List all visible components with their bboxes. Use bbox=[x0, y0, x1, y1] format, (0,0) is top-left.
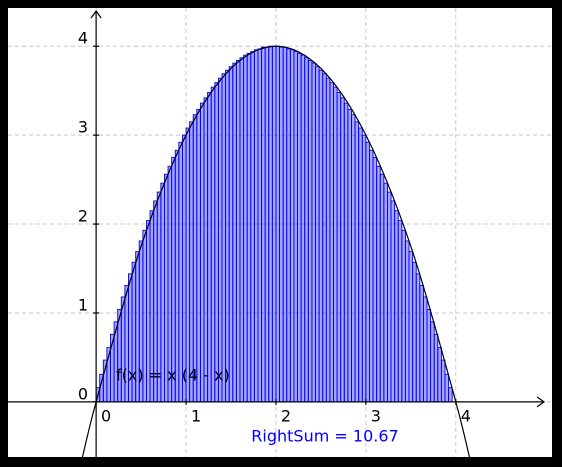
function-curve bbox=[81, 45, 471, 457]
sum-rectangle bbox=[448, 387, 453, 403]
curve-layer bbox=[81, 45, 471, 457]
sum-rectangle bbox=[207, 92, 212, 403]
sum-rectangle bbox=[426, 308, 432, 403]
sum-rectangle bbox=[315, 66, 320, 403]
x-tick-label: 4 bbox=[461, 406, 471, 425]
sum-rectangle bbox=[174, 149, 180, 403]
sum-rectangle bbox=[239, 57, 245, 403]
sum-rectangle bbox=[379, 173, 385, 403]
sum-rectangle bbox=[311, 62, 316, 403]
y-tick-label: 2 bbox=[78, 207, 88, 226]
x-tick-label: 2 bbox=[281, 406, 291, 425]
sum-label: RightSum = 10.67 bbox=[251, 427, 398, 446]
sum-rectangle bbox=[336, 92, 342, 403]
sum-rectangle bbox=[404, 240, 410, 403]
sum-rectangle bbox=[228, 66, 234, 403]
x-tick-label: 0 bbox=[101, 406, 111, 425]
x-tick-label: 3 bbox=[371, 406, 381, 425]
sum-rectangle bbox=[422, 296, 428, 403]
sum-rectangle bbox=[318, 69, 324, 403]
y-axis-arrow bbox=[90, 9, 102, 19]
sum-rectangle bbox=[430, 321, 435, 403]
y-tick-label: 1 bbox=[78, 295, 88, 314]
sum-rectangle bbox=[354, 121, 360, 403]
sum-rectangle bbox=[293, 51, 298, 403]
sum-rectangle bbox=[325, 77, 331, 403]
sum-rectangle bbox=[243, 54, 248, 403]
sum-rectangle bbox=[289, 49, 295, 403]
sum-rectangle bbox=[210, 86, 216, 403]
sum-rectangle bbox=[340, 97, 345, 403]
sum-rectangle bbox=[232, 62, 237, 403]
sum-rectangle bbox=[225, 69, 230, 403]
sum-rectangle bbox=[394, 210, 399, 403]
sum-rectangle bbox=[257, 48, 263, 403]
sum-rectangle bbox=[390, 200, 396, 403]
sum-rectangle bbox=[203, 97, 209, 403]
sum-rectangle bbox=[408, 251, 414, 403]
sum-rectangle bbox=[343, 102, 349, 403]
sum-rectangle bbox=[444, 373, 450, 403]
sum-rectangle bbox=[383, 182, 388, 403]
sum-rectangle bbox=[351, 114, 356, 403]
sum-rectangle bbox=[282, 46, 288, 403]
sum-rectangle bbox=[365, 141, 370, 403]
sum-rectangle bbox=[440, 359, 446, 403]
sum-rectangle bbox=[419, 284, 424, 403]
sum-rectangle bbox=[307, 60, 313, 403]
axes-layer bbox=[8, 9, 546, 457]
function-label: f(x) = x (4 - x) bbox=[116, 366, 230, 385]
sum-rectangle bbox=[221, 73, 227, 403]
sum-rectangle bbox=[279, 46, 284, 403]
sum-rectangle bbox=[264, 46, 270, 403]
y-tick-label: 4 bbox=[78, 29, 88, 48]
x-axis-arrow bbox=[536, 396, 546, 408]
sum-rectangle bbox=[196, 108, 201, 403]
sum-rectangle bbox=[217, 77, 223, 403]
sum-rectangle bbox=[358, 127, 363, 403]
labels-layer: f(x) = x (4 - x) RightSum = 10.67 0 1 2 3 4 0… bbox=[78, 29, 471, 446]
sum-rectangle bbox=[401, 229, 406, 403]
sum-rectangle bbox=[347, 108, 352, 403]
sum-rectangle bbox=[199, 102, 205, 403]
sum-rectangle bbox=[376, 165, 381, 403]
sum-rectangle bbox=[275, 45, 281, 403]
sum-rectangle bbox=[261, 46, 266, 403]
sum-rectangle bbox=[369, 149, 374, 403]
sum-rectangle bbox=[361, 134, 367, 403]
sum-rectangle bbox=[329, 82, 334, 403]
sum-rectangle bbox=[304, 57, 309, 403]
sum-rectangle bbox=[297, 52, 302, 403]
sum-rectangle bbox=[235, 60, 241, 403]
y-tick-label: 0 bbox=[78, 384, 88, 403]
sum-rectangle bbox=[185, 127, 191, 403]
sum-rectangle bbox=[372, 156, 378, 403]
y-tick-label: 3 bbox=[78, 118, 88, 137]
sum-rectangle bbox=[120, 296, 126, 403]
sum-rectangle bbox=[412, 261, 417, 403]
sum-rectangle bbox=[178, 141, 183, 403]
sum-rectangle bbox=[322, 73, 327, 403]
sum-rectangle bbox=[271, 45, 277, 403]
sum-rectangle bbox=[214, 82, 219, 403]
sum-rectangle bbox=[189, 121, 194, 403]
sum-rectangle bbox=[192, 114, 198, 403]
sum-rectangle bbox=[433, 333, 439, 403]
sum-rectangle bbox=[181, 134, 187, 403]
sum-rectangle bbox=[253, 49, 259, 403]
sum-rectangle bbox=[286, 48, 291, 403]
sum-rectangle bbox=[387, 191, 392, 403]
x-tick-label: 1 bbox=[191, 406, 201, 425]
sum-rectangle bbox=[268, 45, 273, 403]
sum-rectangle bbox=[415, 273, 421, 403]
sum-rectangle bbox=[300, 54, 306, 403]
sum-rectangle bbox=[333, 86, 338, 403]
sum-rectangle bbox=[437, 347, 442, 403]
sum-rectangle bbox=[250, 51, 255, 403]
sum-rectangle bbox=[246, 52, 252, 403]
sum-rectangle bbox=[397, 220, 403, 403]
